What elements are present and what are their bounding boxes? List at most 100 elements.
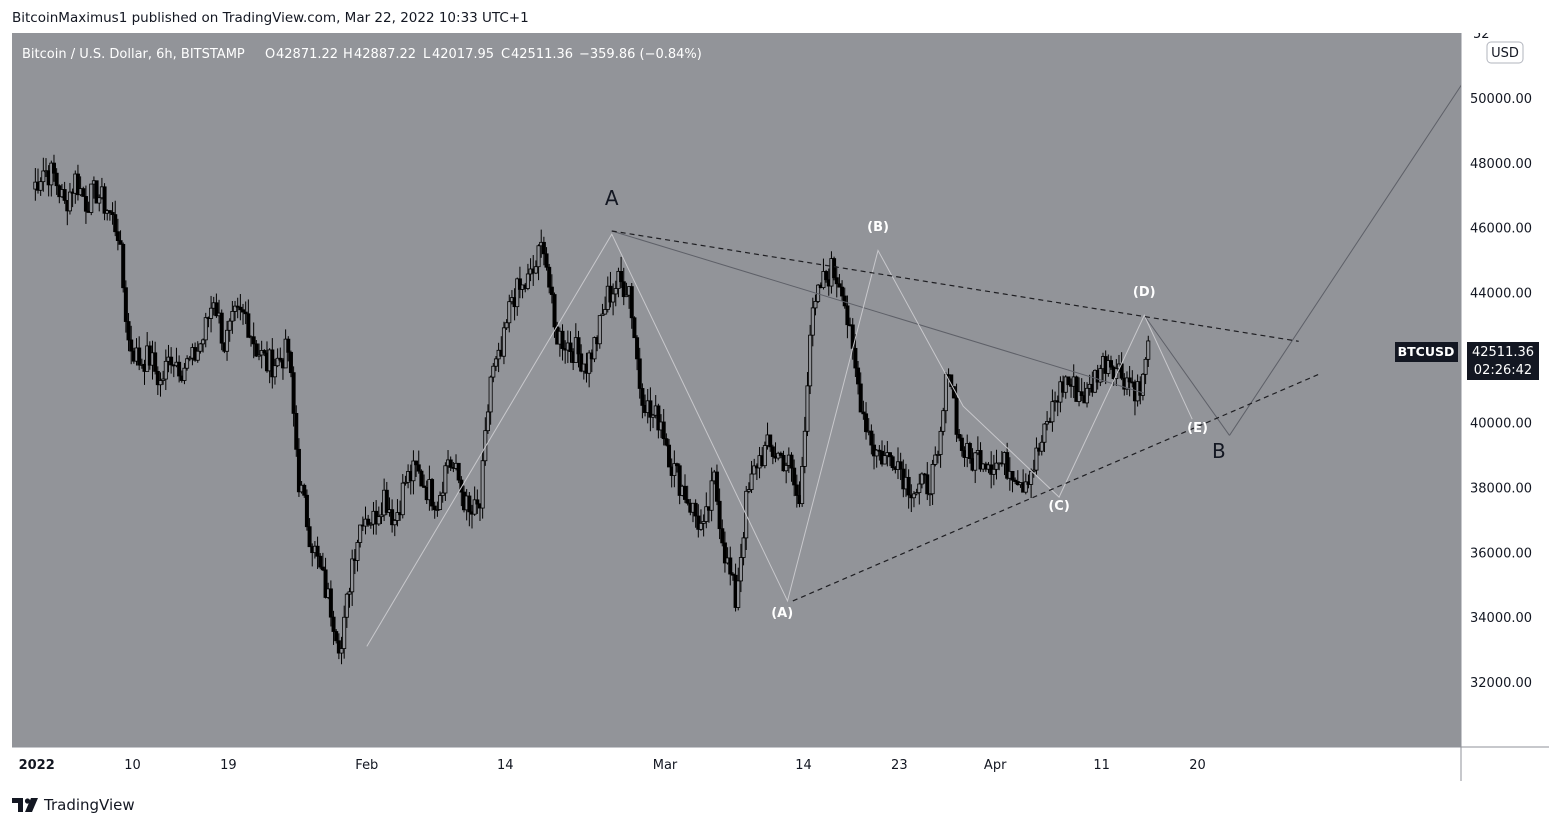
candle-body <box>241 309 246 313</box>
candle-body <box>917 483 922 493</box>
candle-body <box>233 305 238 312</box>
time-tick-label: 11 <box>1093 758 1110 773</box>
candle-body <box>517 278 522 290</box>
last-price-tag <box>1467 342 1539 380</box>
candle-body <box>890 456 895 469</box>
candle-body <box>736 580 741 608</box>
time-tick-label: 10 <box>124 758 141 773</box>
wave-label: A <box>605 186 619 210</box>
candle-body <box>123 287 128 322</box>
trend-line[interactable] <box>1229 49 1485 436</box>
candle-body <box>288 351 293 374</box>
legend-high-label: H <box>343 47 353 62</box>
price-chart[interactable]: A (B) (D) (A) (C) (E) B C 32000.00 34000.00 36000… <box>12 33 1549 781</box>
candle-body <box>459 479 464 493</box>
price-tick-label: 36000.00 <box>1470 546 1532 561</box>
candle-body <box>379 514 384 518</box>
candle-body <box>198 343 203 352</box>
candle-body <box>435 509 440 511</box>
candle-body <box>251 336 256 345</box>
candle-body <box>621 281 626 298</box>
candle-body <box>768 434 773 448</box>
wave-label: (C) <box>1048 499 1069 514</box>
candle-body <box>991 468 996 475</box>
triangle-channel-line[interactable] <box>611 230 1299 342</box>
candle-body <box>485 411 490 432</box>
candle-body <box>709 480 714 511</box>
candle-body <box>350 558 355 593</box>
currency-badge[interactable] <box>1486 41 1524 64</box>
candle-body <box>392 520 397 526</box>
candle-body <box>752 465 757 475</box>
candle-body <box>467 495 472 513</box>
trend-line[interactable] <box>1143 315 1230 436</box>
candle-body <box>749 473 754 490</box>
candle-body <box>613 288 618 295</box>
candle-body <box>619 270 624 283</box>
candle-body <box>81 188 86 197</box>
triangle-channel-line[interactable] <box>792 373 1321 602</box>
candle-body <box>54 172 59 187</box>
plot-area[interactable] <box>12 33 1461 747</box>
candle-body <box>1034 447 1039 471</box>
legend-high-value: 42887.22 <box>354 47 416 62</box>
wave-label: B <box>1212 439 1226 463</box>
candle-body <box>507 301 512 324</box>
candle-body <box>390 509 395 526</box>
candle-body <box>256 354 261 357</box>
candle-body <box>153 352 158 372</box>
candle-body <box>746 489 751 492</box>
trend-line[interactable] <box>611 230 1145 394</box>
candle-body <box>935 454 940 456</box>
time-tick-label: 23 <box>891 758 908 773</box>
candle-body <box>869 430 874 446</box>
price-tick-label: 44000.00 <box>1470 287 1532 302</box>
candle-body <box>664 438 669 446</box>
price-axis[interactable] <box>1461 33 1549 747</box>
candle-body <box>856 367 861 385</box>
candle-body <box>560 330 565 349</box>
candle-body <box>957 434 962 439</box>
candle-body <box>802 430 807 467</box>
candle-body <box>741 537 746 558</box>
candle-body <box>667 444 672 468</box>
candle-body <box>483 430 488 462</box>
tradingview-brand: TradingView <box>44 796 135 814</box>
candle-body <box>243 311 248 315</box>
price-tick-label: 38000.00 <box>1470 481 1532 496</box>
time-tick-label: Mar <box>653 758 678 773</box>
time-axis[interactable] <box>12 747 1549 781</box>
candle-body <box>456 462 461 481</box>
candle-body <box>94 180 99 204</box>
candle-body <box>318 555 323 568</box>
candle-body <box>504 322 509 329</box>
candle-body <box>89 183 94 213</box>
publisher-credit: BitcoinMaximus1 published on TradingView… <box>12 10 529 26</box>
candle-body <box>38 181 43 191</box>
price-tick-label: 46000.00 <box>1470 222 1532 237</box>
candle-body <box>728 557 733 575</box>
candle-body <box>781 454 786 472</box>
candle-body <box>778 452 783 456</box>
candle-body <box>701 521 706 524</box>
candle-body <box>283 338 288 369</box>
candle-body <box>677 465 682 496</box>
candle-body <box>834 277 839 285</box>
elliott-wave-path[interactable] <box>366 233 1193 647</box>
candle-body <box>1031 469 1036 472</box>
candle-body <box>275 357 280 367</box>
tradingview-logo[interactable]: TradingView <box>12 795 135 815</box>
candle-body <box>302 484 307 496</box>
legend-open-label: O <box>265 47 275 62</box>
candle-body <box>219 312 224 344</box>
candle-body <box>291 372 296 414</box>
candle-body <box>840 286 845 297</box>
candle-body <box>637 358 642 389</box>
candle-body <box>344 593 349 618</box>
ticker-tag <box>1395 342 1458 362</box>
candle-body <box>62 189 67 201</box>
candle-body <box>1124 377 1129 390</box>
candle-body <box>209 307 214 319</box>
candle-body <box>1146 340 1151 360</box>
candle-body <box>272 365 277 378</box>
